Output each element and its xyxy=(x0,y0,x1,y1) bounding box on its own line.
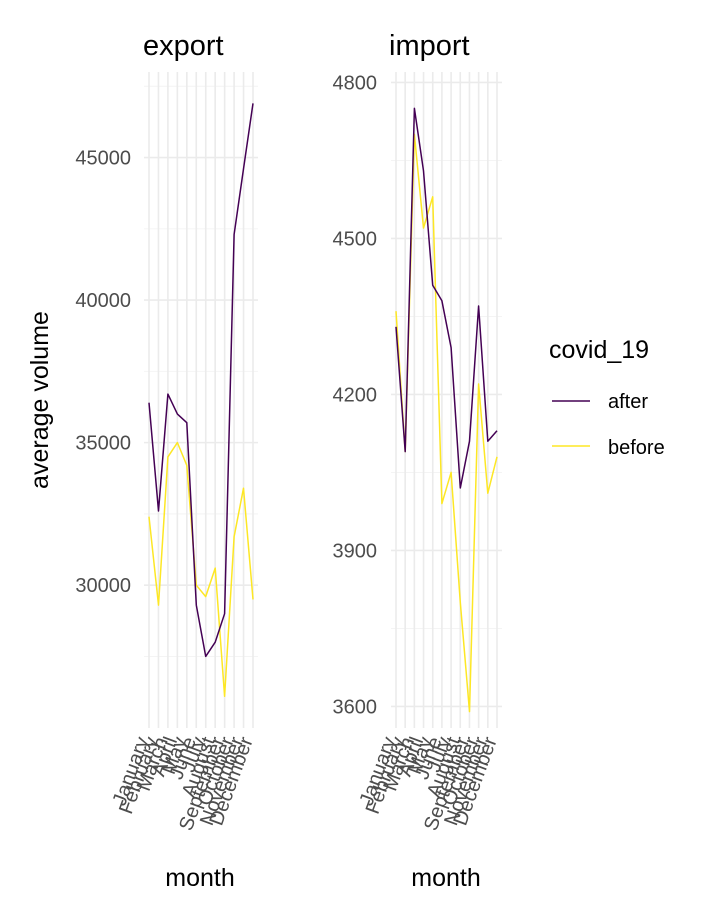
y-tick-label: 4500 xyxy=(333,228,378,250)
y-tick-label: 35000 xyxy=(75,433,131,455)
export-y-tick-labels: 30000 35000 40000 45000 xyxy=(75,148,131,598)
series-line-after xyxy=(148,103,254,658)
export-x-axis-title: month xyxy=(165,864,234,892)
legend-title: covid_19 xyxy=(549,336,649,364)
y-tick-label: 3600 xyxy=(333,696,378,718)
y-tick-label: 45000 xyxy=(75,148,131,170)
series-line-before xyxy=(148,441,254,698)
import-panel: import 3600 3900 4200 4500 4800 JanuaryFebru… xyxy=(333,30,502,892)
export-panel-title: export xyxy=(143,30,224,62)
import-series-lines xyxy=(395,107,498,713)
legend-label-before: before xyxy=(608,437,665,459)
y-tick-label: 40000 xyxy=(75,290,131,312)
export-x-tick-labels: JanuaryFebruaryMarchAprilMayJuneJulyAugu… xyxy=(109,734,258,834)
y-tick-label: 30000 xyxy=(75,575,131,597)
export-gridlines xyxy=(144,72,258,728)
import-x-tick-labels: JanuaryFebruaryMarchAprilMayJuneJulyAugu… xyxy=(356,734,502,834)
import-gridlines xyxy=(391,72,502,728)
y-tick-label: 4200 xyxy=(333,384,378,406)
y-tick-label: 3900 xyxy=(333,540,378,562)
import-y-tick-labels: 3600 3900 4200 4500 4800 xyxy=(333,72,378,718)
legend: covid_19 after before xyxy=(549,336,665,459)
legend-label-after: after xyxy=(608,391,648,413)
import-x-axis-title: month xyxy=(411,864,480,892)
export-panel: export 30000 35000 40000 45000 JanuaryFebru… xyxy=(75,30,258,892)
import-panel-title: import xyxy=(389,30,470,62)
export-series-lines xyxy=(148,103,254,698)
series-line-after xyxy=(395,107,498,489)
y-tick-label: 4800 xyxy=(333,72,378,94)
y-axis-title: average volume xyxy=(26,311,54,489)
